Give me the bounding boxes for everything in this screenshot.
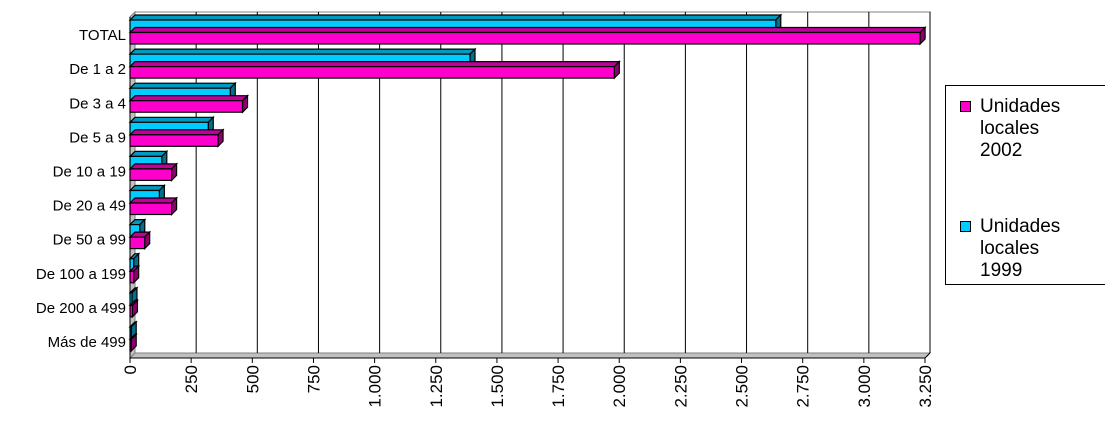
bar — [128, 128, 225, 148]
bar-front — [129, 31, 921, 45]
bar — [128, 264, 141, 285]
bar — [128, 230, 152, 251]
bar — [128, 196, 179, 216]
bar — [128, 26, 927, 46]
x-tick-label: 1.750 — [549, 365, 568, 408]
bar — [128, 332, 138, 353]
bar-top — [128, 197, 179, 204]
bar-front — [129, 100, 244, 113]
bar-top — [128, 48, 477, 55]
bar — [128, 162, 179, 182]
x-tick-label: 3.000 — [855, 365, 874, 408]
x-tick-label: 1.000 — [366, 365, 385, 408]
bar-top — [128, 60, 621, 68]
x-tick-label: 1.500 — [488, 365, 507, 408]
x-axis-end — [924, 352, 931, 359]
bar-front — [129, 338, 132, 352]
bar-front — [129, 65, 615, 79]
bar — [128, 94, 249, 114]
category-label: De 10 a 19 — [53, 163, 126, 180]
category-label: De 5 a 9 — [69, 129, 126, 146]
bar-top — [128, 14, 783, 21]
bars — [128, 13, 927, 353]
plot-floor — [128, 352, 932, 359]
x-tick-label: 1.250 — [427, 365, 446, 408]
legend-label-2002: Unidades locales 2002 — [980, 96, 1061, 161]
category-label: De 1 a 2 — [69, 61, 126, 78]
bar-front — [129, 304, 134, 318]
legend-label-1999: Unidades locales 1999 — [980, 216, 1061, 281]
bar-front — [129, 270, 135, 284]
bar-front — [129, 326, 132, 339]
bar-top — [128, 129, 225, 136]
legend: Unidades locales 2002 Unidades locales 1… — [945, 85, 1105, 285]
bar-top — [128, 82, 237, 89]
bar-front — [129, 134, 219, 147]
x-tick-label: 2.250 — [671, 365, 690, 408]
x-tick-label: 0 — [121, 365, 140, 374]
x-tick-label: 750 — [304, 365, 323, 393]
x-tick-label: 2.750 — [794, 365, 813, 408]
bar-top — [128, 184, 166, 192]
category-labels: TOTAL De 1 a 2 De 3 a 4 De 5 a 9 De 10 a 19 D… — [36, 27, 126, 351]
bar-front — [129, 202, 173, 216]
bar — [128, 298, 139, 319]
category-label: De 50 a 99 — [53, 232, 126, 249]
category-label: Más de 499 — [48, 334, 126, 351]
category-label: De 3 a 4 — [69, 95, 126, 112]
x-tick-label: 500 — [243, 365, 262, 393]
x-tick-label: 3.250 — [916, 365, 935, 408]
x-tick-label: 2.000 — [610, 365, 629, 408]
bar-front — [129, 168, 173, 181]
x-tick-label: 250 — [182, 365, 201, 393]
x-tick-labels: 0 250 500 750 1.000 1.250 1.500 1.750 2.000 2.250… — [121, 365, 935, 408]
legend-swatch-1999 — [960, 221, 971, 232]
legend-swatch-2002 — [960, 101, 971, 112]
category-label: De 20 a 49 — [53, 198, 126, 215]
category-label: TOTAL — [79, 27, 126, 44]
bar-top — [128, 163, 179, 170]
category-label: De 200 a 499 — [36, 300, 126, 317]
bar-front — [129, 292, 133, 305]
category-label: De 100 a 199 — [36, 266, 126, 283]
bar-front — [129, 236, 146, 250]
bar-top — [128, 95, 249, 102]
bar — [128, 149, 169, 170]
bar-top — [128, 26, 927, 34]
bar-top — [128, 150, 169, 157]
bar — [128, 60, 621, 80]
bar-top — [128, 116, 215, 123]
x-tick-label: 2.500 — [733, 365, 752, 408]
